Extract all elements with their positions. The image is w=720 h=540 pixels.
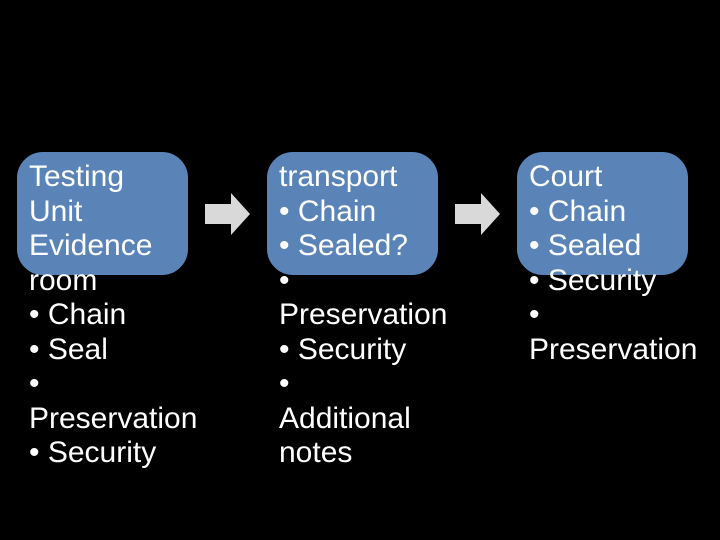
flow-arrow-2 <box>455 193 500 235</box>
process-box-court: Court • Chain • Sealed • Security • Pres… <box>515 150 690 277</box>
process-box-transport: transport • Chain • Sealed? • Preservati… <box>265 150 440 277</box>
slide-stage: Testing Unit Evidence room • Chain • Sea… <box>0 0 720 540</box>
flow-arrow-1 <box>205 193 250 235</box>
process-box-testing-unit: Testing Unit Evidence room • Chain • Sea… <box>15 150 190 277</box>
